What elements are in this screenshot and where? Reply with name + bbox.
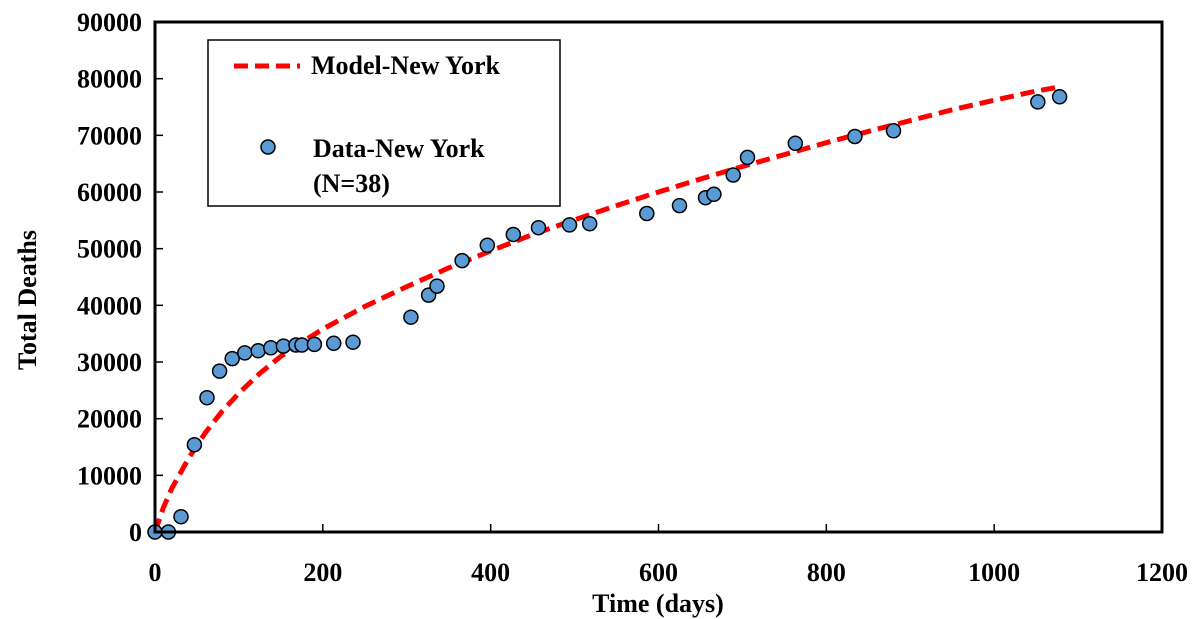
data-point — [211, 363, 228, 379]
data-point — [725, 167, 741, 183]
data-point — [263, 340, 279, 356]
data-point — [345, 334, 361, 350]
x-tick-label: 800 — [807, 558, 846, 587]
y-tick-label: 10000 — [77, 461, 142, 490]
data-point — [706, 186, 722, 203]
y-tick-label: 0 — [129, 518, 142, 547]
data-point — [639, 205, 655, 222]
legend-data-label-line2: (N=38) — [313, 169, 390, 198]
x-tick-label: 400 — [471, 558, 510, 587]
data-point — [306, 336, 323, 353]
data-point — [173, 508, 189, 525]
legend-model-label: Model-New York — [311, 51, 500, 80]
y-axis-tick-labels: 0 10000 20000 30000 40000 50000 60000 70000 8000… — [77, 8, 142, 547]
data-point — [739, 149, 756, 166]
data-point — [1030, 94, 1046, 110]
x-tick-label: 600 — [639, 558, 678, 587]
data-point — [787, 135, 804, 152]
data-point — [847, 128, 863, 145]
data-point — [479, 237, 496, 254]
y-axis-title: Total Deaths — [13, 230, 42, 370]
data-point — [505, 226, 522, 243]
y-tick-label: 50000 — [77, 235, 142, 264]
data-point — [671, 197, 688, 214]
legend: Model-New York Data-New York (N=38) — [207, 39, 561, 207]
y-tick-label: 30000 — [77, 348, 142, 377]
data-point — [275, 338, 292, 354]
data-point — [885, 123, 902, 139]
data-point — [561, 217, 578, 233]
x-tick-label: 1000 — [968, 558, 1020, 587]
y-tick-label: 70000 — [77, 121, 142, 150]
data-point — [224, 350, 240, 367]
x-tick-label: 1200 — [1136, 558, 1188, 587]
y-tick-label: 90000 — [77, 8, 142, 37]
data-point — [1051, 89, 1068, 105]
x-axis-title: Time (days) — [592, 589, 724, 618]
data-point — [581, 215, 598, 232]
y-tick-label: 20000 — [77, 405, 142, 434]
data-point — [186, 436, 203, 453]
data-point — [199, 389, 215, 406]
data-point — [530, 219, 547, 236]
x-tick-label: 200 — [303, 558, 342, 587]
data-point — [325, 335, 342, 352]
data-point — [250, 342, 266, 359]
legend-data-swatch — [260, 139, 276, 155]
data-point — [403, 309, 419, 325]
data-point — [454, 252, 470, 269]
data-point — [429, 278, 445, 294]
plot-area-frame — [153, 20, 1164, 534]
x-axis-tick-labels: 0 200 400 600 800 1000 1200 — [149, 558, 1189, 587]
y-tick-label: 80000 — [77, 65, 142, 94]
y-tick-label: 60000 — [77, 178, 142, 207]
legend-data-label: Data-New York — [313, 134, 485, 163]
y-tick-label: 40000 — [77, 291, 142, 320]
data-point — [237, 345, 253, 361]
x-tick-label: 0 — [149, 558, 162, 587]
